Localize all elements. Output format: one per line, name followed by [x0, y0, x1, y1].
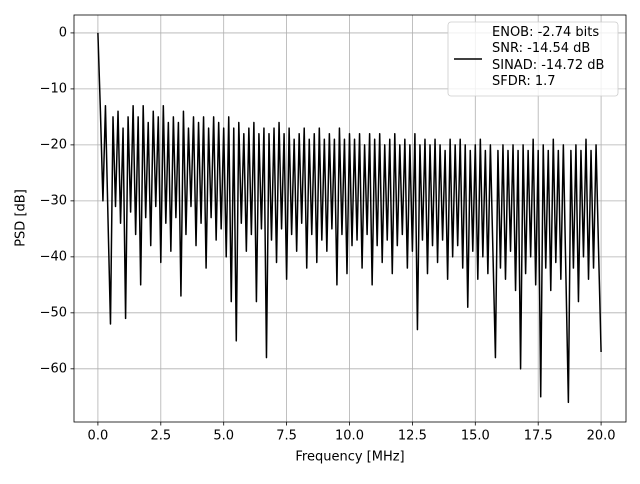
y-tick-label: −30	[40, 193, 67, 208]
x-tick-label: 20.0	[587, 429, 616, 444]
x-tick-label: 10.0	[335, 429, 364, 444]
y-tick-label: −50	[40, 305, 67, 320]
y-tick-label: −40	[40, 249, 67, 264]
plot-frame	[73, 14, 627, 423]
y-tick-label: 0	[59, 25, 67, 40]
x-tick-label: 2.5	[150, 429, 171, 444]
x-tick-label: 12.5	[398, 429, 427, 444]
data-line	[97, 32, 602, 404]
x-tick-label: 0.0	[88, 429, 109, 444]
legend-label: ENOB: -2.74 bits SNR: -14.54 dB SINAD: -…	[492, 25, 605, 90]
x-tick-label: 7.5	[276, 429, 297, 444]
y-tick-label: −10	[40, 81, 67, 96]
legend-box	[447, 21, 619, 97]
y-tick-label: −60	[40, 361, 67, 376]
y-axis-label: PSD [dB]	[14, 189, 29, 247]
x-tick-label: 5.0	[213, 429, 234, 444]
x-tick-label: 17.5	[524, 429, 553, 444]
x-axis-label: Frequency [MHz]	[295, 450, 404, 465]
y-tick-label: −20	[40, 137, 67, 152]
x-tick-label: 15.0	[461, 429, 490, 444]
